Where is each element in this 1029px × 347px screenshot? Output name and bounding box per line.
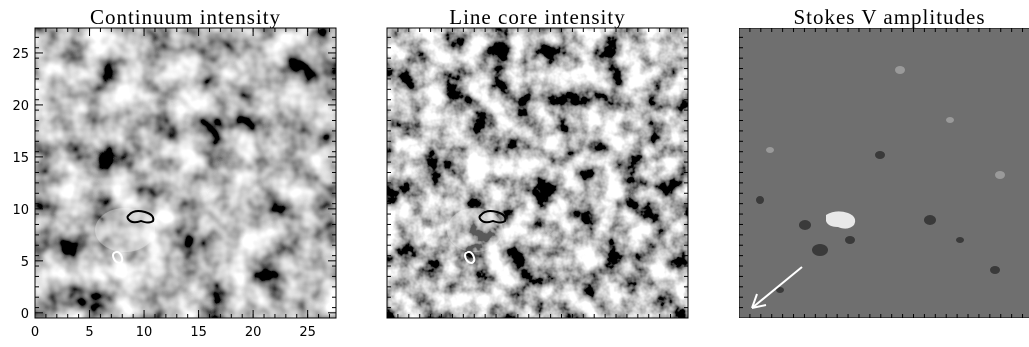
panel-title: Stokes V amplitudes [793, 5, 985, 29]
frame [386, 27, 689, 319]
contour-white [112, 250, 124, 265]
x-tick-label: 15 [190, 325, 207, 340]
stokes-image [739, 28, 1029, 318]
arrow-shaft [751, 266, 803, 309]
arrow-head [751, 293, 767, 309]
negative-patches [756, 151, 1000, 293]
bright-region [447, 208, 503, 252]
x-tick-label: 20 [245, 325, 262, 340]
contour-black [478, 210, 507, 224]
panel-title: Line core intensity [449, 5, 625, 29]
frame [34, 27, 337, 319]
line-core-image [387, 28, 688, 318]
y-tick-label: 20 [12, 99, 29, 114]
panel [739, 28, 1029, 318]
x-tick-label: 10 [136, 325, 153, 340]
contour-white [464, 250, 476, 265]
panel-title: Continuum intensity [90, 5, 281, 29]
y-tick-label: 0 [21, 307, 29, 322]
panel [386, 27, 689, 319]
x-tick-label: 0 [31, 325, 39, 340]
bright-region [95, 208, 155, 252]
positive-patches [766, 66, 1005, 179]
contour-black [126, 210, 155, 224]
y-tick-label: 5 [21, 255, 29, 270]
y-tick-label: 10 [12, 203, 29, 218]
x-tick-label: 5 [85, 325, 93, 340]
panel [34, 27, 337, 319]
y-tick-label: 15 [12, 151, 29, 166]
y-tick-label: 25 [12, 47, 29, 62]
bright-patch [826, 211, 856, 229]
continuum-image [35, 28, 336, 318]
x-tick-label: 25 [299, 325, 316, 340]
